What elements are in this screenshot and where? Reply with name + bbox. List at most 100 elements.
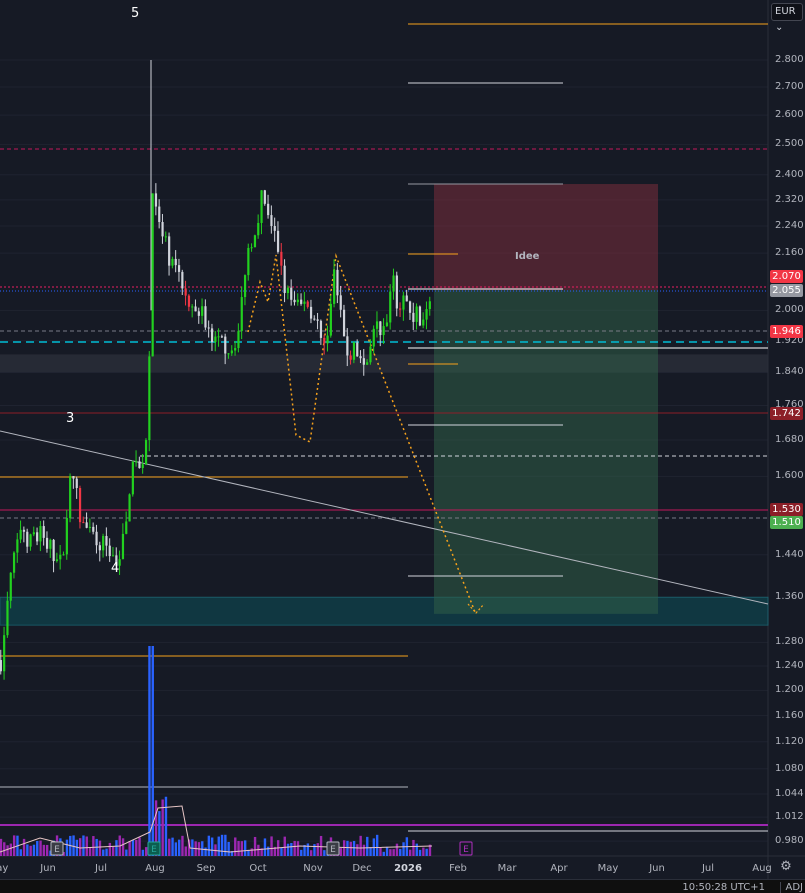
price-tick: 1.240 (775, 659, 804, 671)
volume-bar (39, 840, 42, 856)
candle-body (32, 532, 35, 535)
candle-body (415, 306, 418, 322)
candle-body (207, 327, 210, 329)
volume-bar (339, 848, 343, 856)
volume-bar (98, 840, 102, 856)
status-bar: 10:50:28 UTC+1 ADJ (0, 879, 805, 893)
candle-body (151, 193, 154, 357)
volume-bar (128, 841, 131, 856)
time-tick: Oct (249, 863, 267, 874)
volume-bar (65, 839, 69, 856)
wave-label-3: 3 (66, 411, 75, 426)
candle-body (399, 308, 402, 310)
volume-bar (92, 836, 95, 856)
price-tick: 1.600 (775, 470, 804, 482)
candle-body (42, 526, 45, 538)
time-tick: Jul (701, 863, 715, 874)
volume-bar (342, 840, 346, 856)
volume-bar (115, 840, 118, 856)
volume-bar (204, 847, 207, 856)
target-zone (434, 290, 658, 614)
candle-body (72, 476, 75, 479)
candle-body (148, 356, 151, 441)
volume-bar (283, 836, 286, 856)
candle-body (45, 537, 49, 549)
candle-body (280, 251, 283, 266)
candle-body (243, 275, 247, 298)
candle-body (375, 321, 379, 329)
volume-bar (45, 844, 49, 856)
volume-bar (29, 845, 32, 856)
volume-bar (399, 848, 402, 856)
volume-bar (243, 840, 247, 856)
candle-body (95, 531, 98, 546)
candle-body (316, 319, 319, 321)
volume-bar (375, 834, 379, 856)
candle-body (309, 306, 313, 319)
candle-body (22, 529, 26, 532)
volume-bar (247, 849, 250, 856)
candle-body (168, 236, 171, 266)
earnings-marker-label: E (330, 845, 336, 855)
time-tick: Nov (303, 863, 323, 874)
candle-body (379, 321, 382, 336)
candle-body (339, 295, 342, 310)
candle-body (16, 539, 19, 553)
price-tick: 2.600 (775, 109, 804, 121)
candle-body (65, 518, 68, 555)
volume-bar (36, 840, 39, 856)
candle-body (39, 526, 42, 542)
candle-body (85, 522, 88, 528)
volume-bar (210, 837, 214, 856)
candle-body (128, 494, 131, 522)
time-tick: Jul (94, 863, 108, 874)
stop-zone (434, 184, 658, 291)
currency-selector[interactable]: EUR ⌄ (771, 3, 803, 33)
price-tick: 1.080 (775, 762, 804, 774)
candle-body (270, 215, 273, 227)
volume-bar (171, 837, 174, 856)
volume-bar (422, 847, 425, 856)
candle-body (286, 287, 290, 294)
candle-body (52, 539, 55, 562)
candle-body (141, 464, 144, 469)
time-tick: Sep (196, 863, 216, 874)
gear-icon[interactable]: ⚙ (780, 859, 792, 874)
candle-body (201, 306, 204, 316)
volume-bar (138, 837, 141, 856)
candle-body (82, 522, 85, 524)
volume-bar (227, 841, 230, 856)
volume-bar (352, 840, 356, 856)
price-tick: 1.160 (775, 709, 804, 721)
volume-bar (257, 844, 260, 856)
volume-bar (191, 839, 194, 856)
candle-body (214, 336, 217, 343)
volume-bar (174, 842, 178, 856)
volume-bar (356, 844, 359, 856)
candle-body (78, 488, 82, 523)
time-tick: Feb (449, 863, 467, 874)
volume-bar (78, 838, 82, 856)
candle-body (369, 346, 372, 363)
volume-bar (131, 839, 135, 856)
candle-body (395, 275, 398, 309)
candle-body (204, 306, 207, 328)
volume-bar (154, 800, 158, 856)
volume-bar (415, 843, 418, 856)
price-tick: 2.160 (775, 247, 804, 259)
candle-body (333, 269, 336, 304)
candle-body (62, 554, 65, 556)
price-label: 2.070 (770, 270, 803, 283)
adj-button[interactable]: ADJ (779, 882, 803, 893)
volume-bar (234, 837, 237, 856)
volume-bar (161, 799, 164, 856)
volume-bar (105, 848, 108, 856)
volume-bar (187, 839, 191, 856)
volume-bar (323, 850, 326, 856)
candle-body (92, 526, 95, 532)
volume-bar (303, 844, 306, 856)
volume-bar (263, 838, 267, 856)
volume-bar (88, 847, 92, 856)
candle-body (230, 350, 233, 354)
